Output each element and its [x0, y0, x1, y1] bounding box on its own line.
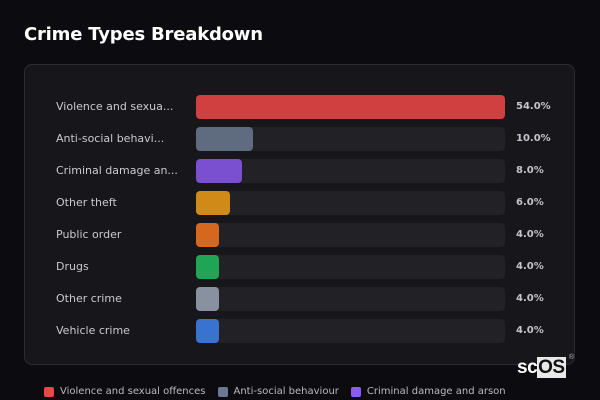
scos-logo: scOS ®	[517, 354, 574, 379]
bar-fill[interactable]	[196, 319, 219, 343]
legend-item[interactable]: Anti-social behaviour	[217, 386, 339, 397]
bar-label: Anti-social behavi...	[56, 132, 165, 145]
bar-fill[interactable]	[196, 191, 231, 215]
bar-label: Drugs	[56, 260, 89, 273]
bar-label: Violence and sexua...	[56, 100, 174, 113]
bar-value: 10.0%	[516, 133, 551, 144]
bar-value: 4.0%	[516, 293, 544, 304]
bar-label: Vehicle crime	[56, 324, 130, 337]
bar-value: 8.0%	[516, 165, 544, 176]
bar-fill[interactable]	[196, 255, 219, 279]
bar-fill[interactable]	[196, 95, 505, 119]
bar-label: Criminal damage an...	[56, 164, 178, 177]
legend-label: Violence and sexual offences	[60, 386, 206, 397]
bar-fill[interactable]	[196, 287, 219, 311]
bar-track	[196, 319, 505, 343]
bar-track	[196, 127, 505, 151]
bar-label: Other theft	[56, 196, 117, 209]
bar-value: 4.0%	[516, 325, 544, 336]
bar-track	[196, 191, 505, 215]
logo-prefix: sc	[517, 357, 538, 378]
bar-label: Other crime	[56, 292, 122, 305]
legend-item[interactable]: Violence and sexual offences	[44, 386, 206, 397]
bar-fill[interactable]	[196, 159, 242, 183]
bar-row: Other crime 4.0%	[25, 287, 574, 311]
chart-card: Violence and sexua... 54.0% Anti-social be…	[24, 64, 575, 365]
bar-value: 6.0%	[516, 197, 544, 208]
bar-track	[196, 95, 505, 119]
logo-highlight: OS	[537, 357, 566, 378]
bar-row: Vehicle crime 4.0%	[25, 319, 574, 343]
bar-row: Public order 4.0%	[25, 223, 574, 247]
bar-row: Drugs 4.0%	[25, 255, 574, 279]
legend-swatch-icon	[350, 386, 361, 397]
bar-label: Public order	[56, 228, 122, 241]
bar-track	[196, 223, 505, 247]
bar-track	[196, 255, 505, 279]
bar-value: 4.0%	[516, 261, 544, 272]
bar-track	[196, 159, 505, 183]
registered-mark: ®	[568, 354, 574, 361]
bar-track	[196, 287, 505, 311]
bar-value: 54.0%	[516, 101, 551, 112]
chart-title: Crime Types Breakdown	[24, 24, 263, 45]
bar-row: Violence and sexua... 54.0%	[25, 95, 574, 119]
bar-value: 4.0%	[516, 229, 544, 240]
legend-label: Criminal damage and arson	[366, 386, 506, 397]
bar-fill[interactable]	[196, 223, 219, 247]
bar-fill[interactable]	[196, 127, 254, 151]
legend-swatch-icon	[44, 386, 54, 397]
chart-legend: Violence and sexual offences Anti-social …	[44, 386, 506, 397]
bar-row: Criminal damage an... 8.0%	[25, 159, 574, 183]
legend-swatch-icon	[217, 386, 228, 397]
legend-label: Anti-social behaviour	[233, 386, 339, 397]
legend-item[interactable]: Criminal damage and arson	[350, 386, 506, 397]
bar-row: Other theft 6.0%	[25, 191, 574, 215]
bar-row: Anti-social behavi... 10.0%	[25, 127, 574, 151]
